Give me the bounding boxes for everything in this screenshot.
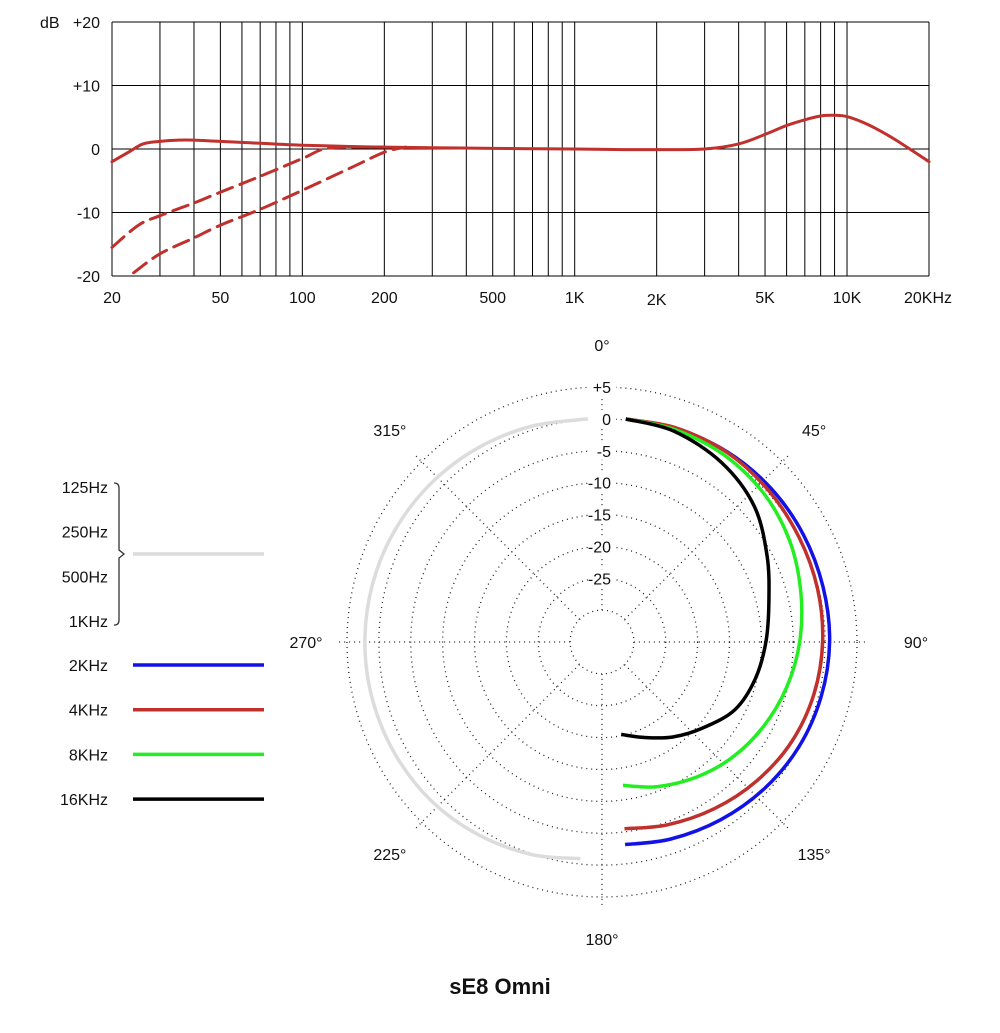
r-tick-label-bg — [588, 473, 616, 492]
legend-label: 125Hz — [62, 480, 108, 497]
chart-title: sE8 Omni — [449, 974, 551, 999]
polar-pattern-chart: 0° 45° 90° 135° 180° 225° 270° 315° +5 0 -5 -10 -15 -… — [289, 338, 928, 949]
r-tick-label-bg — [588, 409, 616, 428]
r-tick-label: -10 — [588, 476, 611, 493]
legend-label: 250Hz — [62, 525, 108, 542]
legend-label: 16KHz — [60, 792, 108, 809]
r-tick-label: 0 — [602, 412, 611, 429]
r-tick-label: -15 — [588, 508, 611, 525]
y-axis-label: dB — [40, 15, 60, 32]
grid-spoke — [414, 664, 580, 830]
polar-curve-125hz-250hz-500hz-1khz — [363, 417, 589, 861]
angle-label: 135° — [798, 847, 831, 864]
grid-circle — [537, 577, 667, 707]
response-line-flat — [110, 113, 931, 164]
polar-curve-2khz — [624, 417, 832, 847]
angle-label: 0° — [594, 338, 609, 355]
x-tick-label: 20 — [103, 290, 121, 307]
polar-curve-16khz — [620, 417, 771, 740]
angle-label: 270° — [289, 635, 322, 652]
response-line-low-cut-2 — [132, 145, 408, 275]
x-tick-label: 100 — [289, 290, 316, 307]
x-tick-label: 50 — [211, 290, 229, 307]
grid-spoke — [414, 454, 580, 620]
frequency-response-chart: +20 +10 0 -10 -20 dB 20 50 100 200 500 1K 2K 5K 10K 20K… — [40, 15, 952, 309]
x-tick-label: 20KHz — [904, 290, 952, 307]
r-tick-label-bg — [588, 569, 616, 588]
x-tick-label: 5K — [755, 290, 775, 307]
angle-label: 315° — [373, 423, 406, 440]
legend-label: 2KHz — [69, 658, 108, 675]
x-tick-label: 2K — [647, 292, 667, 309]
angle-label: 180° — [585, 932, 618, 949]
response-line-low-cut-1 — [110, 145, 386, 249]
legend-bracket — [113, 482, 126, 626]
r-tick-label: -25 — [588, 571, 611, 588]
r-tick-label-bg — [588, 505, 616, 524]
grid-circle — [505, 545, 699, 739]
legend-label: 1KHz — [69, 614, 108, 631]
r-tick-label-bg — [588, 441, 616, 460]
r-tick-label: +5 — [593, 380, 611, 397]
angle-label: 45° — [802, 423, 826, 440]
y-tick-label: -20 — [77, 269, 100, 286]
x-tick-label: 200 — [371, 290, 398, 307]
angle-label: 90° — [904, 635, 928, 652]
y-tick-label: +10 — [73, 79, 100, 96]
y-tick-label: -10 — [77, 206, 100, 223]
grid-circle — [569, 609, 635, 675]
angle-label: 225° — [373, 847, 406, 864]
legend-label: 500Hz — [62, 569, 108, 586]
x-tick-label: 1K — [565, 290, 585, 307]
x-tick-label: 500 — [479, 290, 506, 307]
legend-label: 4KHz — [69, 703, 108, 720]
grid-circle — [346, 386, 858, 898]
y-tick-label: 0 — [91, 142, 100, 159]
legend-label: 8KHz — [69, 747, 108, 764]
grid-spoke — [624, 664, 790, 830]
r-tick-label-bg — [588, 378, 616, 396]
y-tick-label: +20 — [73, 15, 100, 32]
r-tick-label: -20 — [588, 539, 611, 556]
r-tick-label-bg — [588, 537, 616, 556]
polar-curve-4khz — [624, 417, 825, 831]
legend: 125Hz 250Hz 500Hz 1KHz 2KHz 4KHz 8KHz 16KHz — [60, 480, 264, 809]
x-tick-label: 10K — [833, 290, 862, 307]
r-tick-label: -5 — [597, 444, 611, 461]
grid-circle — [378, 418, 826, 866]
polar-curve-8khz — [622, 417, 804, 789]
